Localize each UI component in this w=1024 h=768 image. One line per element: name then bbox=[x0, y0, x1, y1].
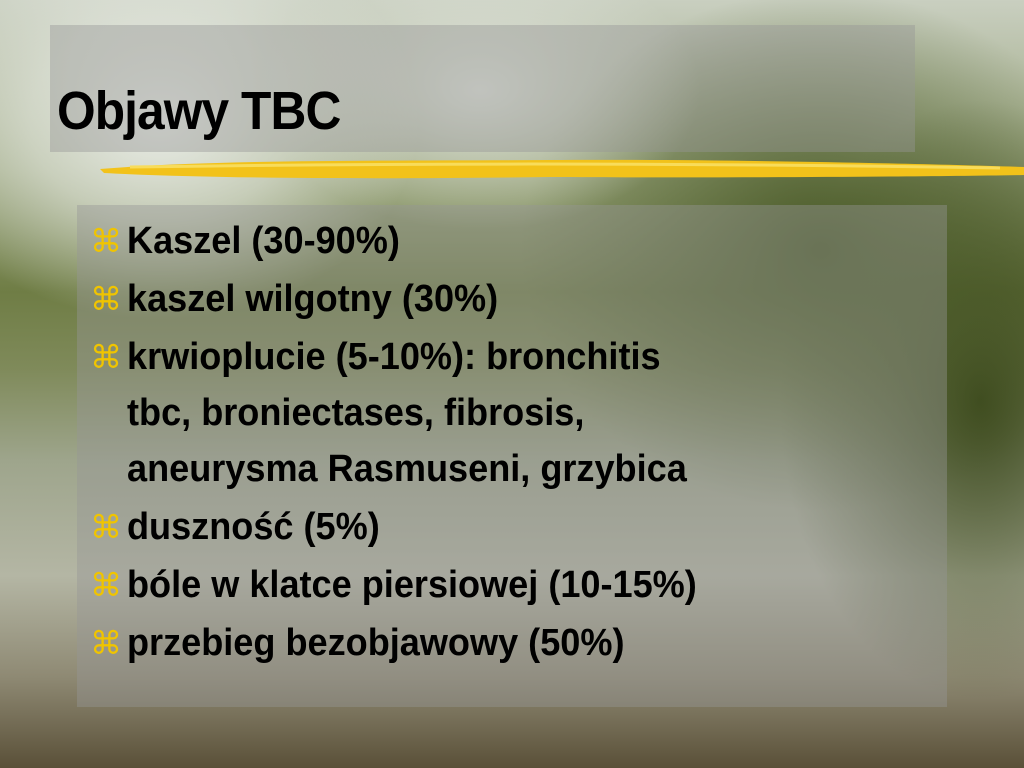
bullet-text-line: kaszel wilgotny (30%) bbox=[127, 278, 499, 320]
bullet-text-line: aneurysma Rasmuseni, grzybica bbox=[127, 448, 687, 490]
command-symbol-icon: ⌘ bbox=[90, 566, 122, 604]
bullet-text-line: przebieg bezobjawowy (50%) bbox=[127, 622, 625, 664]
slide-title: Objawy TBC bbox=[57, 81, 341, 141]
bullet-list: ⌘ Kaszel (30-90%) ⌘ kaszel wilgotny (30%) ⌘ k… bbox=[90, 213, 940, 673]
bullet-text-line: bóle w klatce piersiowej (10-15%) bbox=[127, 564, 697, 606]
bullet-item: ⌘ kaszel wilgotny (30%) bbox=[90, 271, 940, 327]
bullet-text-line: krwioplucie (5-10%): bronchitis bbox=[127, 336, 661, 378]
bullet-item: ⌘ bóle w klatce piersiowej (10-15%) bbox=[90, 557, 940, 613]
bullet-text-line: duszność (5%) bbox=[127, 506, 380, 548]
bullet-item: ⌘ Kaszel (30-90%) bbox=[90, 213, 940, 269]
command-symbol-icon: ⌘ bbox=[90, 222, 122, 260]
bullet-text-line: Kaszel (30-90%) bbox=[127, 220, 400, 262]
command-symbol-icon: ⌘ bbox=[90, 280, 122, 318]
highlighter-stroke bbox=[100, 159, 1024, 179]
content-panel bbox=[77, 205, 947, 707]
bullet-item: ⌘ przebieg bezobjawowy (50%) bbox=[90, 615, 940, 671]
title-panel bbox=[50, 25, 915, 152]
command-symbol-icon: ⌘ bbox=[90, 508, 122, 546]
bullet-item: ⌘ duszność (5%) bbox=[90, 499, 940, 555]
command-symbol-icon: ⌘ bbox=[90, 624, 122, 662]
bullet-text-line: tbc, broniectases, fibrosis, bbox=[127, 392, 585, 434]
command-symbol-icon: ⌘ bbox=[90, 338, 122, 376]
bullet-item: ⌘ krwioplucie (5-10%): bronchitis tbc, bro… bbox=[90, 329, 940, 497]
